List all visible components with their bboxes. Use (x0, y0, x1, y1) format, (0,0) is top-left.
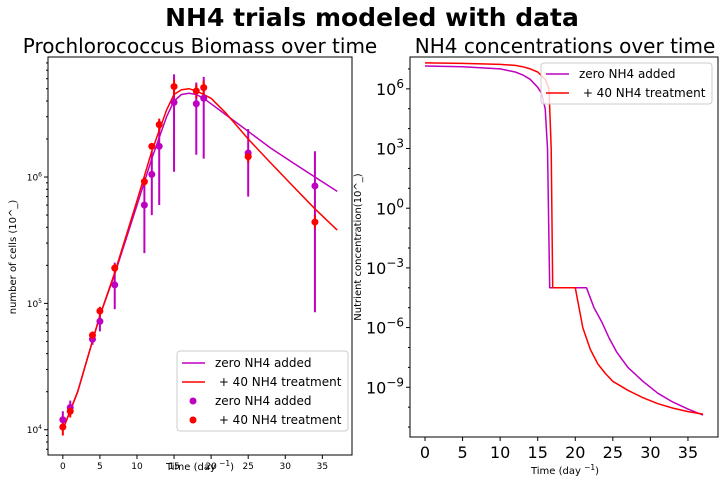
suptitle: NH4 trials modeled with data (165, 3, 579, 32)
biomass-xtick-label: 30 (280, 462, 292, 472)
nh4-xtick-label: 15 (528, 443, 548, 462)
biomass-data-point (311, 182, 319, 190)
nh4-ytick-label: 10−6 (366, 316, 404, 338)
biomass-chart-title: Prochlorococcus Biomass over time (23, 34, 377, 58)
biomass-data-point (111, 281, 119, 289)
biomass-data-point (148, 170, 156, 178)
biomass-xtick-label: 20 (205, 462, 217, 472)
nh4-ylabel: Nutrient concentration(10^_) (353, 173, 364, 320)
nh4-legend-label-2: + 40 NH4 treatment (579, 86, 706, 100)
biomass-legend-box (176, 350, 349, 432)
nh4-series-line-0 (424, 65, 704, 416)
biomass-plot-area: 0 5 10 15 20 25 30 35 104 105 106 (27, 62, 338, 472)
biomass-legend-marker-control (189, 397, 197, 405)
nh4-legend-label-1: zero NH4 added (579, 67, 676, 81)
nh4-ytick-label: 10−3 (366, 256, 404, 278)
biomass-xtick-label: 15 (168, 462, 179, 472)
biomass-legend-label-3: zero NH4 added (215, 394, 312, 408)
biomass-xtick-label: 35 (317, 462, 328, 472)
biomass-data-point (96, 307, 104, 315)
nh4-plot-area: 0 5 10 15 20 25 30 35 10−9 10−6 10−3 100 103 106 (366, 62, 704, 462)
biomass-ylabel: number of cells (10^_) (8, 200, 19, 315)
biomass-series-line-1 (62, 87, 338, 430)
biomass-data-point (66, 407, 74, 415)
nh4-xtick-label: 30 (640, 443, 660, 462)
biomass-data-point (140, 201, 148, 209)
biomass-data-point (96, 317, 104, 325)
biomass-data-point (170, 98, 178, 106)
biomass-xtick-label: 10 (131, 462, 143, 472)
biomass-xlabel: Time (day −1) (165, 459, 234, 473)
nh4-ytick-label: 103 (376, 137, 404, 159)
biomass-ytick-label: 106 (27, 171, 42, 183)
nh4-xtick-label: 0 (420, 443, 430, 462)
biomass-data-point (140, 178, 148, 186)
biomass-xtick-label: 5 (97, 462, 103, 472)
biomass-xtick-label: 0 (60, 462, 66, 472)
nh4-ytick-label: 106 (376, 77, 404, 99)
biomass-data-point (59, 416, 67, 424)
biomass-data-point (148, 142, 156, 150)
biomass-legend: zero NH4 added + 40 NH4 treatment zero N… (176, 350, 349, 432)
biomass-legend-marker-treatment (189, 416, 197, 424)
biomass-legend-label-1: zero NH4 added (215, 356, 312, 370)
nh4-chart: NH4 concentrations over time Nutrient co… (353, 34, 719, 477)
biomass-data-point (170, 83, 178, 91)
biomass-axes-frame (47, 56, 353, 456)
nh4-chart-title: NH4 concentrations over time (415, 34, 716, 58)
nh4-ytick-label: 100 (376, 196, 404, 218)
biomass-data-point (244, 153, 252, 161)
nh4-xtick-label: 20 (565, 443, 585, 462)
nh4-legend: zero NH4 added + 40 NH4 treatment (540, 62, 713, 105)
nh4-xtick-label: 25 (603, 443, 623, 462)
nh4-ytick-label: 10−9 (366, 375, 404, 397)
biomass-data-point (200, 84, 208, 92)
nh4-xtick-label: 10 (490, 443, 510, 462)
biomass-data-point (59, 423, 67, 431)
biomass-chart: Prochlorococcus Biomass over time number… (8, 34, 377, 473)
biomass-data-point (88, 331, 96, 339)
biomass-legend-label-4: + 40 NH4 treatment (215, 413, 342, 427)
biomass-data-point (155, 121, 163, 129)
biomass-data-point (111, 264, 119, 272)
nh4-xtick-label: 35 (678, 443, 698, 462)
nh4-legend-box (540, 62, 713, 105)
nh4-axes-frame (409, 56, 719, 438)
biomass-ytick-label: 105 (27, 298, 42, 310)
nh4-xlabel: Time (day −1) (530, 463, 599, 477)
biomass-data-point (192, 87, 200, 95)
biomass-ytick-label: 104 (27, 424, 42, 436)
biomass-data-point (311, 218, 319, 226)
biomass-data-point (192, 100, 200, 108)
nh4-series-line-1 (424, 62, 704, 415)
biomass-data-point (155, 142, 163, 150)
biomass-data-point (200, 94, 208, 102)
biomass-legend-label-2: + 40 NH4 treatment (215, 375, 342, 389)
biomass-xtick-label: 25 (242, 462, 253, 472)
nh4-xtick-label: 5 (457, 443, 467, 462)
